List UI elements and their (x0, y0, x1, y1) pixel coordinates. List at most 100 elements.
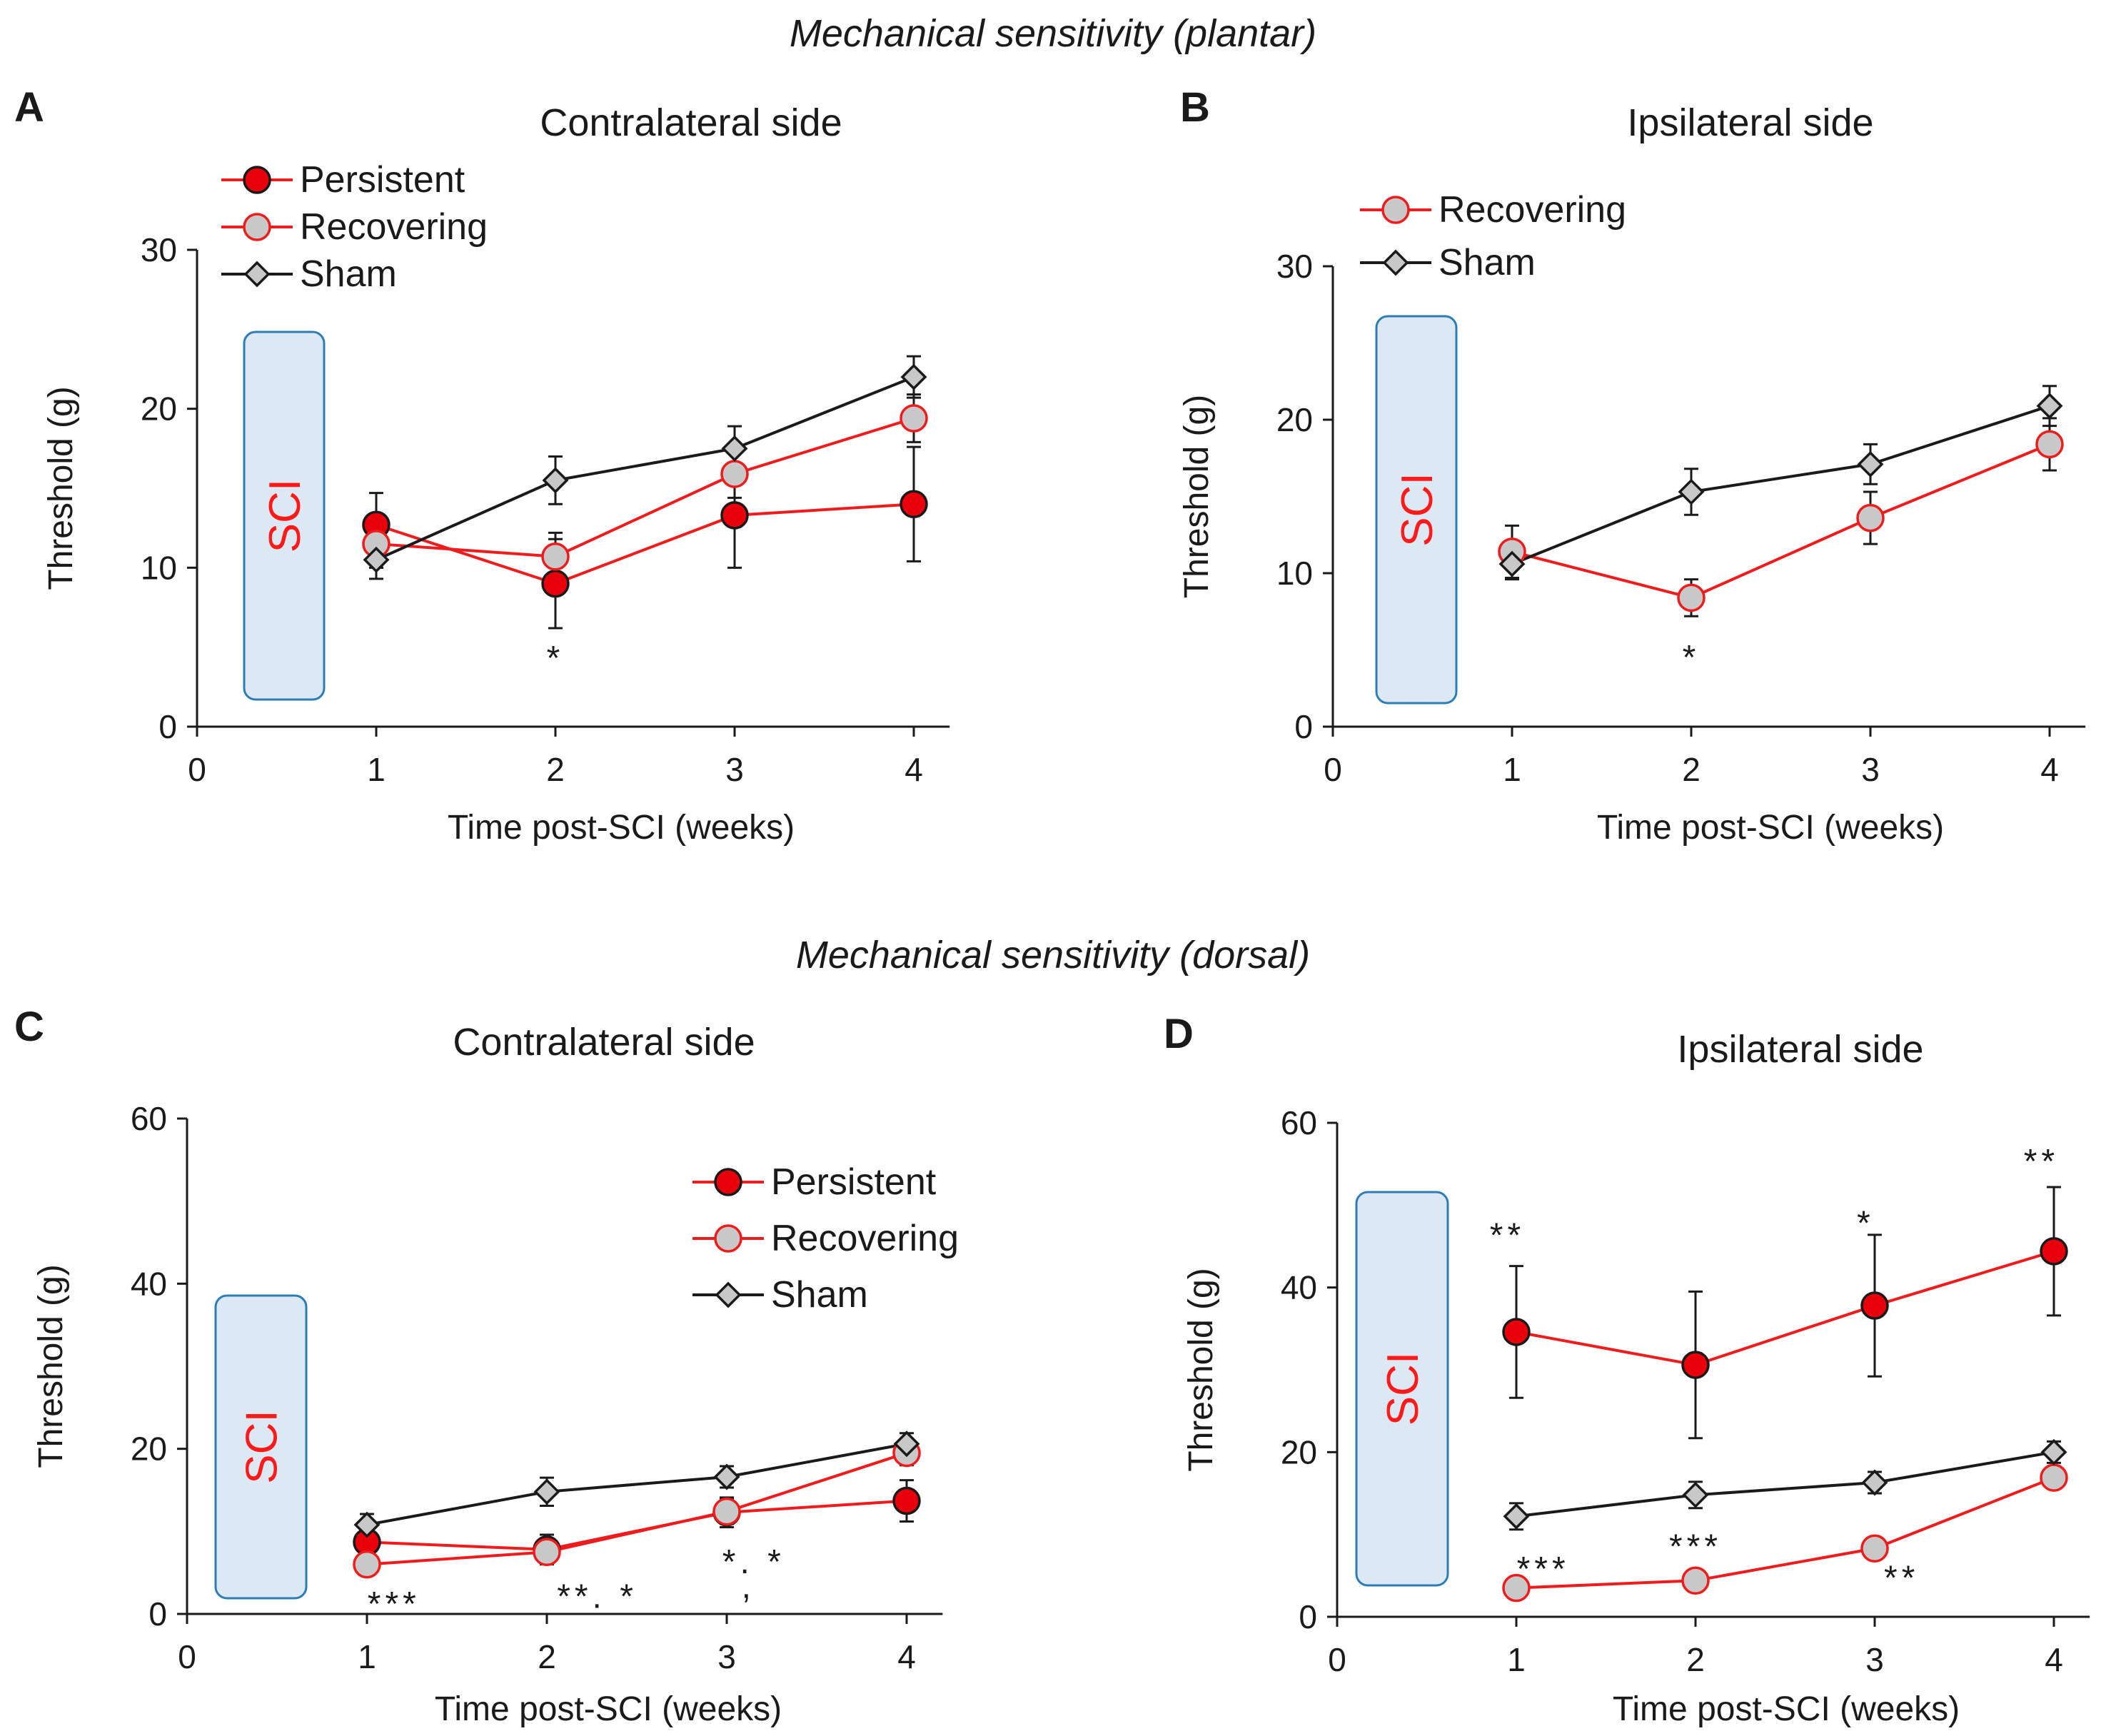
significance-annotation: * (1857, 1204, 1875, 1242)
y-tick-label: 10 (141, 549, 177, 586)
sci-label: SCI (1393, 473, 1442, 546)
x-tick-label: 4 (897, 1638, 916, 1675)
data-point-recovering (2040, 1463, 2068, 1492)
data-point-sham (1857, 450, 1884, 478)
x-tick-label: 3 (717, 1638, 736, 1675)
panel-title: Contralateral side (453, 1021, 755, 1064)
data-point-persistent (892, 1486, 921, 1515)
series-line-persistent (376, 503, 915, 585)
legend-marker (243, 261, 271, 288)
x-tick-label: 3 (1861, 751, 1880, 788)
significance-annotation: **. * (557, 1578, 638, 1615)
y-tick-label: 0 (1299, 1598, 1317, 1635)
x-tick-label: 0 (178, 1638, 196, 1675)
legend-item-persistent: Persistent (692, 1161, 937, 1203)
significance-annotation: ** (1884, 1559, 1919, 1597)
legend-marker (714, 1224, 742, 1253)
y-axis-label: Threshold (g) (42, 386, 80, 590)
y-tick-label: 30 (141, 231, 177, 268)
x-tick-label: 1 (1507, 1641, 1526, 1678)
data-point-sham (1861, 1469, 1888, 1496)
x-tick-label: 3 (725, 751, 744, 788)
data-point-persistent (1860, 1291, 1889, 1320)
series-line-sham (376, 375, 915, 562)
data-point-sham (1503, 1503, 1530, 1530)
legend-label: Recovering (300, 206, 488, 248)
panel-label: A (14, 84, 44, 131)
data-point-sham (353, 1511, 381, 1538)
y-tick-label: 20 (141, 390, 177, 428)
legend-label: Persistent (300, 159, 465, 201)
series-line-recovering (1516, 1476, 2055, 1590)
x-tick-label: 4 (2045, 1641, 2063, 1678)
data-point-recovering (541, 542, 570, 571)
section-title-dorsal: Mechanical sensitivity (dorsal) (795, 934, 1311, 976)
data-point-sham (721, 435, 748, 462)
sci-box (1375, 315, 1458, 705)
legend-item-recovering: Recovering (1360, 189, 1626, 231)
x-tick-label: 2 (1682, 751, 1701, 788)
data-point-recovering (1856, 503, 1885, 533)
legend-item-sham: Sham (1360, 242, 1536, 283)
significance-annotation: *** (1669, 1528, 1722, 1566)
legend-item-persistent: Persistent (221, 159, 465, 201)
panel-c: C Contralateral side 0 20 40 60 0 1 2 3 4 Time post… (14, 1004, 959, 1728)
legend-label: Recovering (1439, 189, 1626, 231)
significance-annotation: , (742, 1568, 755, 1606)
legend-label: Persistent (771, 1161, 937, 1203)
y-tick-label: 60 (131, 1100, 167, 1137)
legend-marker (243, 213, 271, 241)
legend-item-sham: Sham (692, 1274, 868, 1316)
x-tick-label: 2 (546, 751, 565, 788)
data-point-sham (533, 1478, 560, 1505)
x-axis-label: Time post-SCI (weeks) (435, 1690, 782, 1728)
data-point-recovering (2035, 430, 2064, 459)
sci-label: SCI (261, 479, 310, 552)
data-point-persistent (900, 490, 928, 519)
significance-annotation: *. * (722, 1543, 785, 1581)
x-tick-label: 0 (188, 751, 206, 788)
data-point-persistent (1681, 1351, 1710, 1379)
sci-box (214, 1294, 308, 1600)
data-point-persistent (1502, 1318, 1531, 1346)
y-tick-label: 60 (1281, 1104, 1317, 1141)
panel-b: B Ipsilateral side 0 10 20 30 0 1 2 3 4 Time post-S… (1178, 84, 2086, 847)
x-tick-label: 1 (358, 1638, 376, 1675)
significance-annotation: ** (1490, 1217, 1525, 1255)
sci-label: SCI (238, 1410, 287, 1483)
x-tick-label: 2 (1686, 1641, 1705, 1678)
y-axis-label: Threshold (g) (1182, 1268, 1220, 1471)
legend-marker (715, 1281, 742, 1308)
data-point-recovering (1502, 1573, 1531, 1603)
legend-item-recovering: Recovering (692, 1218, 959, 1259)
y-tick-label: 40 (131, 1265, 167, 1302)
data-point-sham (1498, 550, 1526, 577)
y-tick-label: 10 (1276, 555, 1313, 592)
data-point-recovering (533, 1538, 561, 1566)
x-tick-label: 0 (1328, 1641, 1346, 1678)
series-line-sham (1516, 1450, 2055, 1518)
y-axis-label: Threshold (g) (1178, 395, 1216, 598)
y-tick-label: 0 (1294, 708, 1313, 745)
x-tick-label: 1 (1503, 751, 1521, 788)
panel-label: C (14, 1004, 44, 1050)
section-title-plantar: Mechanical sensitivity (plantar) (789, 12, 1317, 55)
data-point-recovering (1677, 583, 1706, 612)
panel-title: Ipsilateral side (1677, 1028, 1923, 1071)
series-line-recovering (366, 1451, 907, 1566)
legend-label: Sham (1439, 242, 1536, 283)
data-point-sham (2040, 1438, 2067, 1465)
data-point-sham (1682, 1481, 1709, 1508)
significance-annotation: * (547, 640, 565, 677)
data-point-sham (542, 467, 569, 494)
data-point-recovering (353, 1550, 381, 1579)
panel-title: Ipsilateral side (1627, 101, 1873, 144)
legend-marker (714, 1168, 742, 1196)
x-tick-label: 0 (1324, 751, 1342, 788)
panel-label: D (1164, 1011, 1194, 1057)
data-point-sham (363, 546, 390, 573)
x-axis-label: Time post-SCI (weeks) (1597, 809, 1944, 847)
panel-a: A Contralateral side 0 10 20 30 0 1 2 3 4 Time post… (14, 84, 950, 847)
x-tick-label: 4 (2040, 751, 2059, 788)
